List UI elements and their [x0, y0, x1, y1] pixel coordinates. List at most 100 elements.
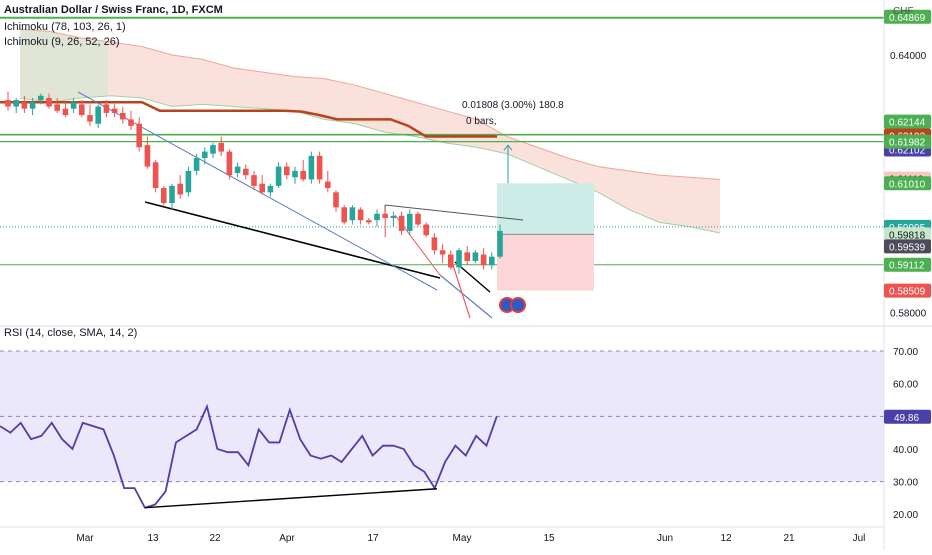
target-zone	[497, 183, 594, 235]
cloud-span-b	[19, 95, 721, 234]
price-label: 0.61010	[884, 176, 931, 191]
time-tick-label: 12	[720, 533, 732, 544]
candle-body	[128, 119, 134, 126]
candle-body	[497, 230, 503, 257]
wedge-line	[384, 204, 524, 221]
channel-line-lower	[439, 274, 493, 319]
candle	[415, 211, 421, 227]
candle	[464, 245, 470, 266]
candle-body	[185, 170, 192, 193]
candle	[21, 95, 28, 113]
candle	[448, 250, 454, 270]
candle-body	[407, 213, 413, 231]
time-tick-label: Mar	[76, 533, 94, 544]
candle	[202, 147, 208, 165]
candle-body	[226, 151, 233, 176]
price-label-text: 0.61982	[889, 138, 926, 149]
price-label: 0.59818	[884, 227, 931, 242]
price-label-bg	[884, 176, 931, 191]
candle	[161, 185, 167, 206]
candle-body	[5, 100, 11, 107]
cloud-span-a	[19, 28, 721, 180]
price-label-bg	[884, 114, 931, 129]
candle-body	[341, 207, 347, 223]
candle-body	[202, 151, 208, 158]
price-label: 0.59539	[884, 239, 931, 254]
candle-body	[120, 112, 126, 120]
price-tick-label: 0.58000	[890, 308, 927, 319]
rsi-tick-label: 30.00	[893, 478, 918, 489]
candle	[234, 162, 241, 178]
time-tick-label: 21	[783, 533, 795, 544]
candle-body	[284, 166, 290, 176]
candle-body	[161, 188, 167, 204]
candle	[423, 222, 429, 238]
candle-body	[398, 215, 405, 231]
candle	[398, 211, 405, 236]
candle	[333, 190, 339, 212]
candle-body	[300, 170, 306, 180]
candle-body	[292, 170, 298, 178]
candle-body	[366, 220, 372, 223]
event-flag-icon	[510, 297, 526, 313]
candle-body	[234, 166, 241, 174]
candle-body	[456, 250, 462, 268]
candle	[70, 97, 77, 113]
price-label: 0.59112	[884, 257, 931, 272]
candle-body	[275, 166, 282, 186]
candle-body	[251, 175, 257, 186]
candle	[431, 233, 438, 255]
indicator-rsi-label[interactable]: RSI (14, close, SMA, 14, 2)	[4, 327, 138, 339]
candle	[497, 224, 503, 259]
event-icons	[499, 297, 526, 313]
candle-body	[464, 252, 470, 261]
measure-bars-text: 0 bars,	[466, 116, 497, 127]
candle	[366, 218, 372, 225]
rsi-tick-label: 40.00	[893, 445, 918, 456]
price-label-text: 0.64869	[889, 13, 926, 24]
candle-body	[333, 192, 339, 208]
candle-body	[431, 237, 438, 251]
candle-body	[415, 213, 421, 225]
candle	[251, 170, 257, 191]
candle-body	[29, 102, 36, 109]
candle-body	[193, 157, 200, 171]
candle	[29, 97, 36, 116]
rsi-last-label: 49.86	[884, 409, 931, 424]
price-label: 0.61982	[884, 134, 931, 149]
candle-body	[13, 100, 19, 107]
candle	[210, 142, 216, 158]
candle	[325, 170, 331, 193]
candle	[193, 153, 200, 176]
candle	[267, 183, 274, 197]
candle-body	[70, 102, 77, 109]
candle	[46, 93, 52, 109]
rsi-tick-label: 60.00	[893, 380, 918, 391]
candle-body	[46, 97, 52, 107]
candle-body	[480, 254, 487, 266]
candle-body	[169, 185, 175, 204]
candle	[284, 162, 290, 180]
price-label-text: 0.62102	[889, 145, 926, 156]
time-tick-label: Jul	[853, 533, 866, 544]
candle	[357, 207, 364, 225]
candle	[374, 209, 380, 227]
time-tick-label: Jun	[657, 533, 673, 544]
candle	[38, 93, 44, 105]
indicator-ichimoku-short[interactable]: Ichimoku (9, 26, 52, 26)	[4, 36, 120, 48]
candle-body	[144, 145, 151, 167]
measure-arrow-head	[503, 144, 513, 151]
rsi-tick-label: 20.00	[893, 510, 918, 521]
candle-body	[267, 185, 274, 193]
candle	[456, 248, 462, 274]
time-tick-label: 13	[147, 533, 159, 544]
candle-body	[54, 104, 60, 111]
candle-body	[308, 155, 315, 180]
candle	[472, 250, 479, 264]
price-label-bg	[884, 239, 931, 254]
indicator-ichimoku-long[interactable]: Ichimoku (78, 103, 26, 1)	[4, 21, 126, 33]
measure-text: 0.01808 (3.00%) 180.8	[462, 100, 564, 111]
candle	[111, 104, 118, 118]
price-label-bg	[884, 9, 931, 24]
